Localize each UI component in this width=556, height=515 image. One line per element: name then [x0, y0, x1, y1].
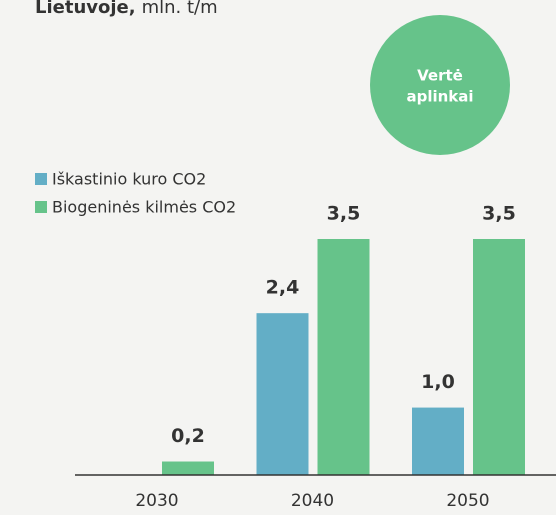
value-label: 0,2 [171, 425, 205, 447]
legend-swatch [35, 173, 47, 185]
x-tick-label: 2030 [135, 491, 178, 511]
badge-text: Vertė [417, 67, 463, 85]
bar [256, 313, 309, 475]
bar [473, 239, 525, 475]
value-label: 2,4 [266, 277, 300, 299]
title-bold: Lietuvoje, [35, 0, 136, 18]
legend-swatch [35, 201, 47, 213]
badge-text: aplinkai [406, 88, 473, 106]
value-label: 1,0 [421, 371, 455, 393]
value-label: 3,5 [482, 203, 516, 225]
value-label: 3,5 [327, 203, 361, 225]
title-rest: mln. t/m [142, 0, 218, 18]
bar [412, 407, 464, 475]
chart-title: Lietuvoje, mln. t/m [35, 0, 218, 18]
legend-label: Biogeninės kilmės CO2 [52, 198, 236, 217]
x-tick-label: 2050 [446, 491, 489, 511]
x-tick-label: 2040 [291, 491, 334, 511]
bar [162, 461, 214, 475]
badge-circle [370, 15, 510, 155]
legend-label: Iškastinio kuro CO2 [52, 170, 206, 189]
bar [317, 239, 370, 475]
